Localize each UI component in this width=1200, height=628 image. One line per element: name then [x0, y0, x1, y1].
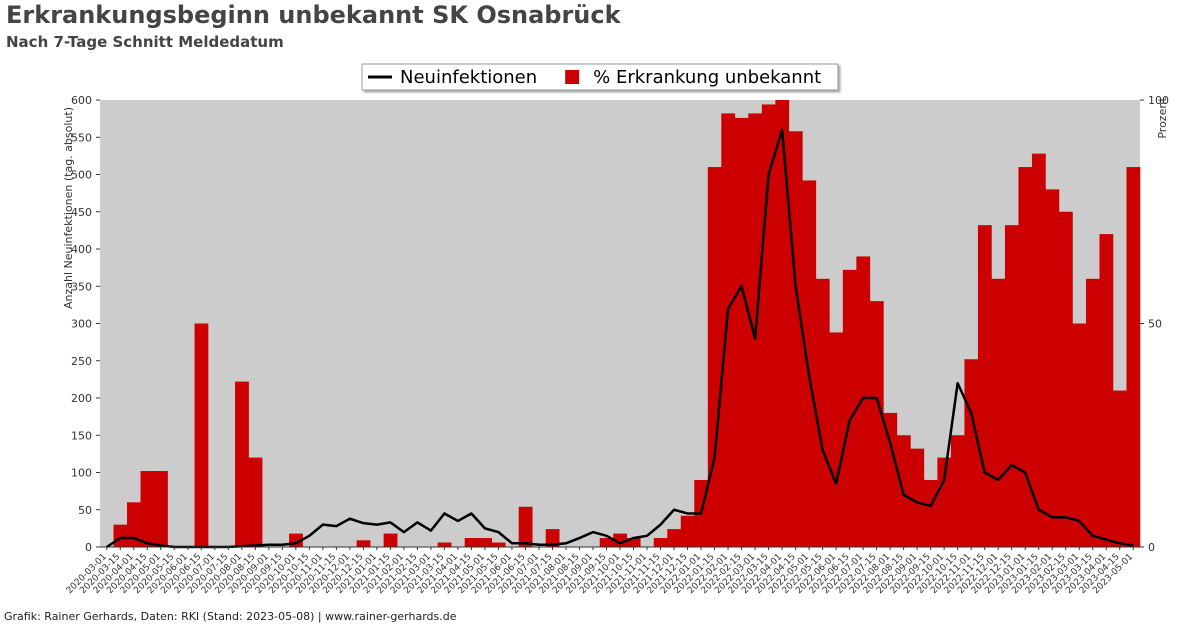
y-tick-label: 250 — [71, 355, 92, 368]
legend-swatch — [565, 70, 580, 84]
y2-tick-label: 50 — [1148, 318, 1162, 331]
percent-bar — [977, 225, 992, 547]
percent-bar — [1018, 167, 1033, 548]
percent-bar — [1112, 390, 1127, 547]
percent-bar — [680, 515, 695, 547]
percent-bar — [788, 131, 803, 548]
percent-bar — [1099, 234, 1114, 547]
percent-bar — [653, 538, 668, 547]
percent-bar — [721, 113, 736, 547]
percent-bar — [194, 323, 209, 547]
percent-bar — [113, 524, 128, 547]
y-tick-label: 450 — [71, 206, 92, 219]
percent-bar — [127, 502, 141, 547]
percent-bar — [356, 540, 371, 547]
percent-bar — [937, 457, 952, 547]
percent-bar — [883, 412, 898, 547]
y-axis-label: Anzahl Neuinfektionen (tag. absolut) — [62, 107, 75, 309]
percent-bar — [829, 332, 844, 547]
percent-bar — [991, 278, 1006, 547]
percent-bar — [842, 269, 857, 547]
percent-bar — [923, 479, 938, 547]
percent-bar — [1085, 278, 1100, 547]
y-tick-label: 550 — [71, 131, 92, 144]
y-tick-label: 600 — [71, 94, 92, 107]
legend-box — [361, 63, 839, 91]
percent-bar — [1072, 323, 1087, 547]
legend-label: % Erkrankung unbekannt — [593, 67, 821, 88]
y-tick-label: 300 — [71, 318, 92, 331]
y2-tick-label: 100 — [1148, 94, 1169, 107]
percent-bar — [1058, 211, 1073, 547]
chart-title: Erkrankungsbeginn unbekannt SK Osnabrück — [6, 1, 622, 29]
percent-bar — [910, 448, 925, 547]
line — [106, 128, 1134, 549]
y-tick-label: 150 — [71, 429, 92, 442]
percent-bar — [464, 538, 479, 547]
y-tick-label: 0 — [85, 541, 92, 554]
y-tick-label: 500 — [71, 169, 92, 182]
y-tick-label: 100 — [71, 467, 92, 480]
percent-bar — [491, 542, 506, 547]
percent-bar — [140, 471, 155, 547]
y-tick-label: 200 — [71, 392, 92, 405]
y-tick-label: 350 — [71, 280, 92, 293]
percent-bar — [707, 167, 722, 548]
percent-bar — [775, 100, 790, 547]
percent-bar — [869, 301, 884, 547]
percent-bar — [478, 538, 492, 547]
percent-bar — [856, 256, 871, 547]
percent-bar — [964, 359, 979, 547]
percent-bar — [248, 457, 263, 547]
footer: Grafik: Rainer Gerhards, Daten: RKI (Sta… — [4, 610, 457, 623]
percent-bar — [950, 435, 965, 547]
y-tick-label: 50 — [78, 504, 92, 517]
y-tick-label: 400 — [71, 243, 92, 256]
percent-bar — [734, 117, 749, 547]
percent-bar — [1031, 153, 1046, 547]
percent-bar — [802, 180, 817, 547]
percent-bar — [667, 529, 682, 547]
percent-bar — [1045, 189, 1060, 547]
y2-axis-label: Prozent — [1156, 97, 1169, 139]
percent-bar — [235, 381, 249, 547]
percent-bar — [1126, 167, 1141, 548]
percent-bar — [518, 506, 533, 547]
percent-bar — [1004, 225, 1019, 547]
percent-bar — [599, 538, 614, 547]
percent-bar — [613, 533, 628, 547]
percent-bar — [383, 533, 398, 547]
percent-bar — [154, 471, 168, 547]
percent-bar — [545, 529, 560, 547]
chart-subtitle: Nach 7-Tage Schnitt Meldedatum — [6, 33, 284, 51]
percent-bar — [626, 538, 641, 547]
legend-label: Neuinfektionen — [400, 67, 537, 88]
percent-bar — [437, 542, 452, 547]
y2-tick-label: 0 — [1148, 541, 1155, 554]
percent-bar — [815, 278, 830, 547]
